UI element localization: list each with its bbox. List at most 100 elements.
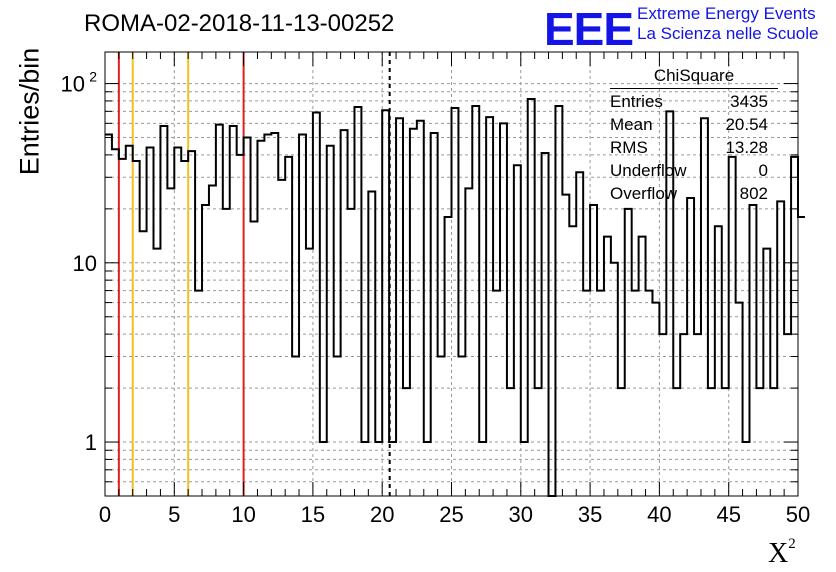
- y-tick-label: 10: [61, 72, 85, 97]
- histogram-bin: [257, 141, 264, 496]
- stats-divider: [610, 88, 778, 89]
- axis-ticks: [104, 52, 799, 497]
- histogram-bin: [410, 129, 417, 496]
- x-tick-label: 45: [716, 502, 740, 527]
- histogram-bin: [632, 291, 639, 496]
- x-tick-label: 25: [439, 502, 463, 527]
- histogram-bin: [306, 249, 313, 496]
- y-tick-label: 1: [85, 430, 97, 455]
- histogram-bin: [777, 201, 784, 496]
- histogram-title: ROMA-02-2018-11-13-00252: [84, 10, 395, 37]
- histogram: [105, 98, 805, 497]
- brand-line-1: Extreme Energy Events: [637, 4, 816, 23]
- histogram-bin: [202, 205, 209, 496]
- stats-value: 3435: [730, 92, 768, 111]
- histogram-bin: [569, 226, 576, 496]
- stats-box: ChiSquare Entries 3435 Mean 20.54 RMS 13.28…: [610, 66, 778, 206]
- histogram-bin: [278, 180, 285, 496]
- histogram-bin: [625, 209, 632, 496]
- eee-logo: EEE: [544, 3, 634, 55]
- stats-value: 13.28: [725, 138, 768, 157]
- histogram-bin: [174, 147, 181, 496]
- histogram-bin: [542, 153, 549, 496]
- x-tick-label: 15: [301, 502, 325, 527]
- y-axis-label: Entries/bin: [14, 47, 45, 176]
- histogram-bin: [223, 209, 230, 496]
- x-axis-label-base: X: [768, 538, 789, 569]
- histogram-bin: [209, 185, 216, 496]
- histogram-bin: [112, 149, 119, 496]
- histogram-bin: [604, 237, 611, 496]
- stats-row-mean: Mean 20.54: [610, 114, 778, 137]
- histogram-bin: [715, 226, 722, 496]
- histogram-bin: [341, 130, 348, 496]
- histogram-bin: [590, 205, 597, 496]
- histogram-bin: [652, 303, 659, 496]
- stats-label: Overflow: [610, 184, 678, 203]
- histogram-bin: [126, 146, 133, 496]
- histogram-bin: [354, 107, 361, 496]
- histogram-bin: [438, 357, 445, 496]
- histogram-bin: [285, 157, 292, 496]
- y-tick-label: 10: [73, 251, 97, 276]
- histogram-bin: [348, 209, 355, 496]
- histogram-bin: [154, 249, 161, 496]
- histogram-bin: [763, 249, 770, 496]
- stats-value: 20.54: [725, 115, 768, 134]
- histogram-bin: [583, 291, 590, 496]
- histogram-bin: [597, 291, 604, 496]
- histogram-bin: [798, 217, 805, 496]
- histogram-bin: [327, 146, 334, 496]
- x-tick-label: 40: [647, 502, 671, 527]
- x-tick-label: 30: [509, 502, 533, 527]
- histogram-bin: [216, 125, 223, 496]
- histogram-bin: [493, 291, 500, 496]
- stats-value: 802: [739, 184, 768, 203]
- x-tick-label: 0: [99, 502, 111, 527]
- histogram-bin: [181, 161, 188, 496]
- histogram-bin: [749, 205, 756, 496]
- histogram-bin: [334, 357, 341, 496]
- y-tick-label-exponent: 2: [89, 69, 97, 85]
- stats-label: Underflow: [610, 161, 687, 180]
- stats-label: Mean: [610, 115, 653, 134]
- histogram-bin: [237, 155, 244, 496]
- stats-name: ChiSquare: [653, 66, 735, 85]
- histogram-bin: [784, 334, 791, 496]
- histogram-bin: [382, 110, 389, 496]
- histogram-bin: [230, 126, 237, 496]
- brand-line-2: La Scienza nelle Scuole: [637, 24, 819, 43]
- histogram-bin: [687, 198, 694, 496]
- histogram-bin: [486, 117, 493, 496]
- histogram-bin: [458, 357, 465, 496]
- x-axis-label: X2: [768, 536, 796, 570]
- x-axis-label-exponent: 2: [788, 536, 796, 552]
- histogram-bin: [680, 334, 687, 496]
- x-tick-label: 10: [231, 502, 255, 527]
- histogram-bin: [188, 151, 195, 496]
- histogram-bin: [514, 165, 521, 496]
- stats-label: Entries: [610, 92, 663, 111]
- histogram-bin: [694, 334, 701, 496]
- histogram-bin: [646, 291, 653, 496]
- histogram-bin: [729, 157, 736, 496]
- histogram-bin: [119, 159, 126, 496]
- histogram-bin: [160, 126, 167, 496]
- x-tick-label: 5: [168, 502, 180, 527]
- histogram-bin: [313, 112, 320, 496]
- stats-value: 0: [758, 161, 768, 180]
- histogram-bin: [736, 303, 743, 496]
- x-tick-label: 50: [786, 502, 810, 527]
- histogram-bin: [528, 99, 535, 496]
- stats-row-overflow: Overflow 802: [610, 183, 778, 206]
- x-tick-label: 35: [578, 502, 602, 527]
- histogram-bin: [500, 123, 507, 496]
- histogram-bin: [659, 334, 666, 496]
- stats-row-rms: RMS 13.28: [610, 137, 778, 160]
- stats-row-underflow: Underflow 0: [610, 160, 778, 183]
- histogram-bin: [791, 157, 798, 496]
- histogram-bin: [147, 147, 154, 496]
- histogram-bin: [639, 237, 646, 496]
